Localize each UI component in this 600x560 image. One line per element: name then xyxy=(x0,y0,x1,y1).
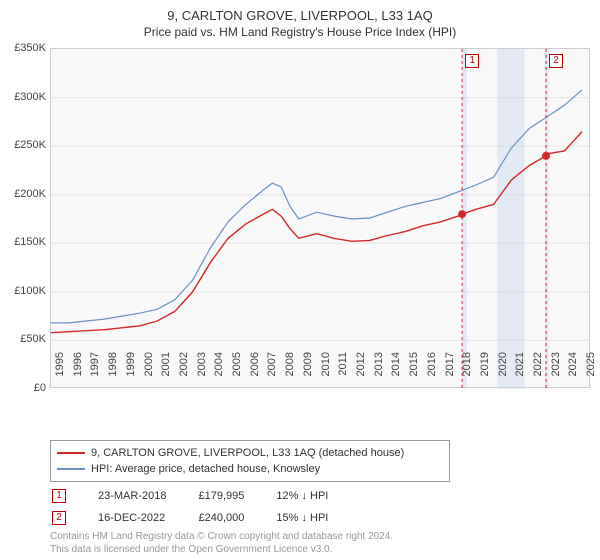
chart-svg xyxy=(51,49,589,387)
x-tick-label: 2015 xyxy=(408,352,420,392)
x-tick-label: 2007 xyxy=(266,352,278,392)
footer-attribution: Contains HM Land Registry data © Crown c… xyxy=(50,530,393,556)
x-tick-label: 2003 xyxy=(196,352,208,392)
x-tick-label: 1998 xyxy=(107,352,119,392)
x-tick-label: 2025 xyxy=(585,352,597,392)
x-tick-label: 2010 xyxy=(320,352,332,392)
sale-price: £179,995 xyxy=(198,486,274,506)
x-tick-label: 2023 xyxy=(550,352,562,392)
sale-marker-label: 2 xyxy=(549,54,563,68)
y-tick-label: £100K xyxy=(14,285,46,297)
legend-item: HPI: Average price, detached house, Know… xyxy=(57,461,443,477)
x-tick-label: 1999 xyxy=(125,352,137,392)
x-tick-label: 2017 xyxy=(444,352,456,392)
x-tick-label: 2009 xyxy=(302,352,314,392)
legend-swatch xyxy=(57,468,85,470)
x-tick-label: 2000 xyxy=(143,352,155,392)
x-tick-label: 1996 xyxy=(72,352,84,392)
legend-swatch xyxy=(57,452,85,454)
sales-table: 1 23-MAR-2018£179,99512% ↓ HPI 2 16-DEC-202… xyxy=(50,484,360,530)
y-tick-label: £50K xyxy=(20,333,46,345)
y-tick-label: £150K xyxy=(14,236,46,248)
x-tick-label: 2020 xyxy=(497,352,509,392)
sale-dot xyxy=(458,210,466,218)
sale-dot xyxy=(542,152,550,160)
x-tick-label: 1997 xyxy=(89,352,101,392)
y-tick-label: £300K xyxy=(14,91,46,103)
x-tick-label: 2005 xyxy=(231,352,243,392)
sale-delta: 12% ↓ HPI xyxy=(276,486,358,506)
x-tick-label: 2002 xyxy=(178,352,190,392)
x-tick-label: 2004 xyxy=(213,352,225,392)
y-tick-label: £350K xyxy=(14,42,46,54)
y-tick-label: £200K xyxy=(14,188,46,200)
y-tick-label: £0 xyxy=(34,382,46,394)
sale-date: 16-DEC-2022 xyxy=(98,508,196,528)
sale-index-badge: 2 xyxy=(52,511,66,525)
x-tick-label: 2012 xyxy=(355,352,367,392)
x-tick-label: 2006 xyxy=(249,352,261,392)
x-tick-label: 2021 xyxy=(514,352,526,392)
x-tick-label: 2016 xyxy=(426,352,438,392)
x-tick-label: 2008 xyxy=(284,352,296,392)
x-tick-label: 2019 xyxy=(479,352,491,392)
y-tick-label: £250K xyxy=(14,139,46,151)
legend-label: 9, CARLTON GROVE, LIVERPOOL, L33 1AQ (de… xyxy=(91,447,404,459)
sale-marker-label: 1 xyxy=(465,54,479,68)
footer-line2: This data is licensed under the Open Gov… xyxy=(50,543,393,556)
sales-row: 1 23-MAR-2018£179,99512% ↓ HPI xyxy=(52,486,358,506)
legend: 9, CARLTON GROVE, LIVERPOOL, L33 1AQ (de… xyxy=(50,440,450,482)
sale-delta: 15% ↓ HPI xyxy=(276,508,358,528)
x-tick-label: 2014 xyxy=(390,352,402,392)
x-tick-label: 2011 xyxy=(337,352,349,392)
sale-price: £240,000 xyxy=(198,508,274,528)
x-tick-label: 2022 xyxy=(532,352,544,392)
footer-line1: Contains HM Land Registry data © Crown c… xyxy=(50,530,393,543)
legend-item: 9, CARLTON GROVE, LIVERPOOL, L33 1AQ (de… xyxy=(57,445,443,461)
legend-label: HPI: Average price, detached house, Know… xyxy=(91,463,320,475)
chart-subtitle: Price paid vs. HM Land Registry's House … xyxy=(0,23,600,45)
sale-date: 23-MAR-2018 xyxy=(98,486,196,506)
chart-title: 9, CARLTON GROVE, LIVERPOOL, L33 1AQ xyxy=(0,0,600,23)
sales-row: 2 16-DEC-2022£240,00015% ↓ HPI xyxy=(52,508,358,528)
x-tick-label: 1995 xyxy=(54,352,66,392)
x-tick-label: 2013 xyxy=(373,352,385,392)
chart-plot-area xyxy=(50,48,590,388)
sale-index-badge: 1 xyxy=(52,489,66,503)
x-tick-label: 2018 xyxy=(461,352,473,392)
x-tick-label: 2024 xyxy=(567,352,579,392)
x-tick-label: 2001 xyxy=(160,352,172,392)
